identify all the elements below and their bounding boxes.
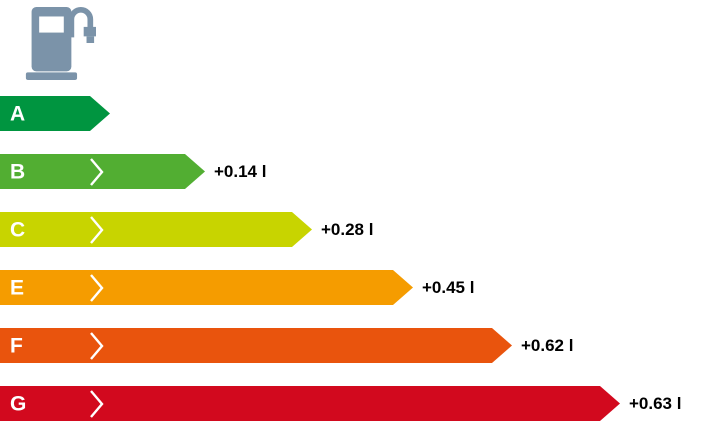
- chevron-icon: [90, 274, 104, 302]
- rating-rows: A B +0.14 l C +0.28 l E +0.45 l: [0, 96, 719, 421]
- rating-row-b: B +0.14 l: [0, 154, 719, 189]
- rating-row-e: E +0.45 l: [0, 270, 719, 305]
- rating-row-a: A: [0, 96, 719, 131]
- rating-bar-e: E: [0, 270, 413, 305]
- rating-bar-c: C: [0, 212, 312, 247]
- chevron-icon: [90, 332, 104, 360]
- rating-bar-a: A: [0, 96, 110, 131]
- rating-letter: A: [10, 102, 26, 125]
- chevron-icon: [90, 216, 104, 244]
- rating-row-f: F +0.62 l: [0, 328, 719, 363]
- chevron-icon: [90, 390, 104, 418]
- pump-screen: [39, 16, 64, 33]
- value-label: +0.62 l: [521, 335, 574, 355]
- value-label: +0.14 l: [214, 161, 267, 181]
- fuel-pump-icon: [24, 4, 96, 82]
- chevron-icon: [90, 158, 104, 186]
- rating-letter: G: [10, 392, 27, 415]
- fuel-efficiency-chart: A B +0.14 l C +0.28 l E +0.45 l: [0, 4, 719, 436]
- rating-row-g: G +0.63 l: [0, 386, 719, 421]
- rating-letter: E: [10, 276, 25, 299]
- rating-letter: C: [10, 218, 26, 241]
- rating-letter: B: [10, 160, 26, 183]
- rating-bar-f: F: [0, 328, 512, 363]
- rating-row-c: C +0.28 l: [0, 212, 719, 247]
- rating-bar-g: G: [0, 386, 620, 421]
- rating-letter: F: [10, 334, 23, 357]
- value-label: +0.45 l: [422, 277, 475, 297]
- rating-bar-b: B: [0, 154, 205, 189]
- value-label: +0.28 l: [321, 219, 374, 239]
- value-label: +0.63 l: [629, 393, 682, 413]
